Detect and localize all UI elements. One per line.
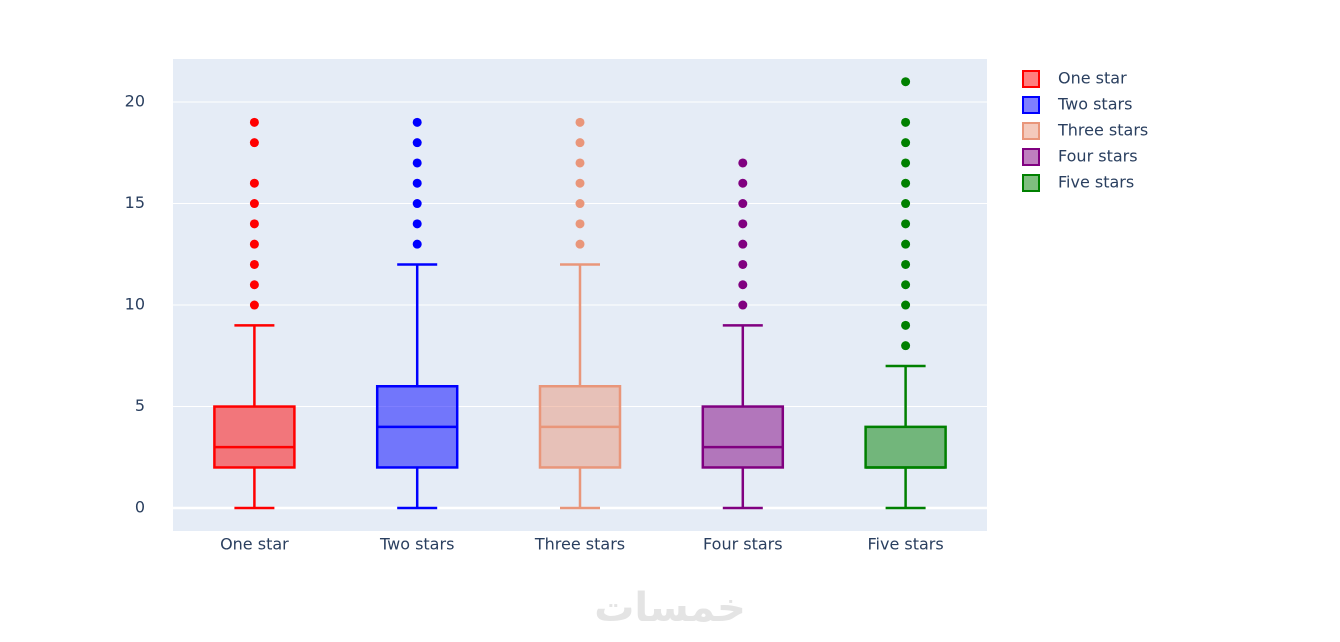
- outlier: [249, 219, 259, 229]
- outlier: [901, 259, 911, 269]
- x-tick-label: Five stars: [867, 535, 943, 554]
- outlier: [738, 239, 748, 249]
- outlier: [738, 300, 748, 310]
- outlier: [901, 158, 911, 168]
- outlier: [901, 239, 911, 249]
- legend-swatch: [1022, 96, 1040, 114]
- x-tick-label: Two stars: [379, 535, 454, 554]
- outlier: [738, 219, 748, 229]
- y-tick-label: 10: [125, 295, 145, 314]
- legend-label: Five stars: [1058, 173, 1134, 192]
- outlier: [412, 219, 422, 229]
- y-tick-label: 15: [125, 193, 145, 212]
- y-tick-label: 5: [135, 396, 145, 415]
- outlier: [575, 178, 585, 188]
- box: [213, 405, 296, 469]
- outlier: [249, 178, 259, 188]
- y-tick-label: 20: [125, 92, 145, 111]
- outlier: [901, 178, 911, 188]
- outlier: [412, 178, 422, 188]
- box: [701, 405, 785, 469]
- x-tick-label: Four stars: [703, 535, 783, 554]
- outlier: [249, 300, 259, 310]
- outlier: [249, 280, 259, 290]
- outlier: [575, 158, 585, 168]
- box: [864, 425, 947, 469]
- x-tick-label: One star: [220, 535, 289, 554]
- outlier: [901, 199, 911, 209]
- watermark: خمسات: [594, 585, 746, 631]
- outlier: [249, 259, 259, 269]
- outlier: [249, 199, 259, 209]
- outlier: [738, 280, 748, 290]
- outlier: [901, 219, 911, 229]
- outlier: [412, 199, 422, 209]
- outlier: [901, 138, 911, 148]
- outlier: [901, 280, 911, 290]
- outlier: [412, 138, 422, 148]
- legend-label: Three stars: [1057, 121, 1148, 140]
- legend-label: One star: [1058, 69, 1127, 88]
- legend-swatch: [1022, 174, 1040, 192]
- y-tick-label: 0: [135, 498, 145, 517]
- outlier: [901, 300, 911, 310]
- outlier: [412, 239, 422, 249]
- outlier: [412, 158, 422, 168]
- legend-swatch: [1022, 122, 1040, 140]
- outlier: [738, 158, 748, 168]
- outlier: [901, 77, 911, 87]
- legend-swatch: [1022, 70, 1040, 88]
- outlier: [412, 117, 422, 127]
- outlier: [575, 138, 585, 148]
- outlier: [249, 138, 259, 148]
- outlier: [738, 178, 748, 188]
- outlier: [575, 117, 585, 127]
- legend-label: Two stars: [1057, 95, 1132, 114]
- outlier: [738, 259, 748, 269]
- outlier: [575, 219, 585, 229]
- outlier: [249, 239, 259, 249]
- outlier: [575, 239, 585, 249]
- outlier: [738, 199, 748, 209]
- legend-swatch: [1022, 148, 1040, 166]
- legend-label: Four stars: [1058, 147, 1138, 166]
- outlier: [901, 341, 911, 351]
- outlier: [249, 117, 259, 127]
- outlier: [575, 199, 585, 209]
- x-tick-label: Three stars: [534, 535, 625, 554]
- outlier: [901, 320, 911, 330]
- outlier: [901, 117, 911, 127]
